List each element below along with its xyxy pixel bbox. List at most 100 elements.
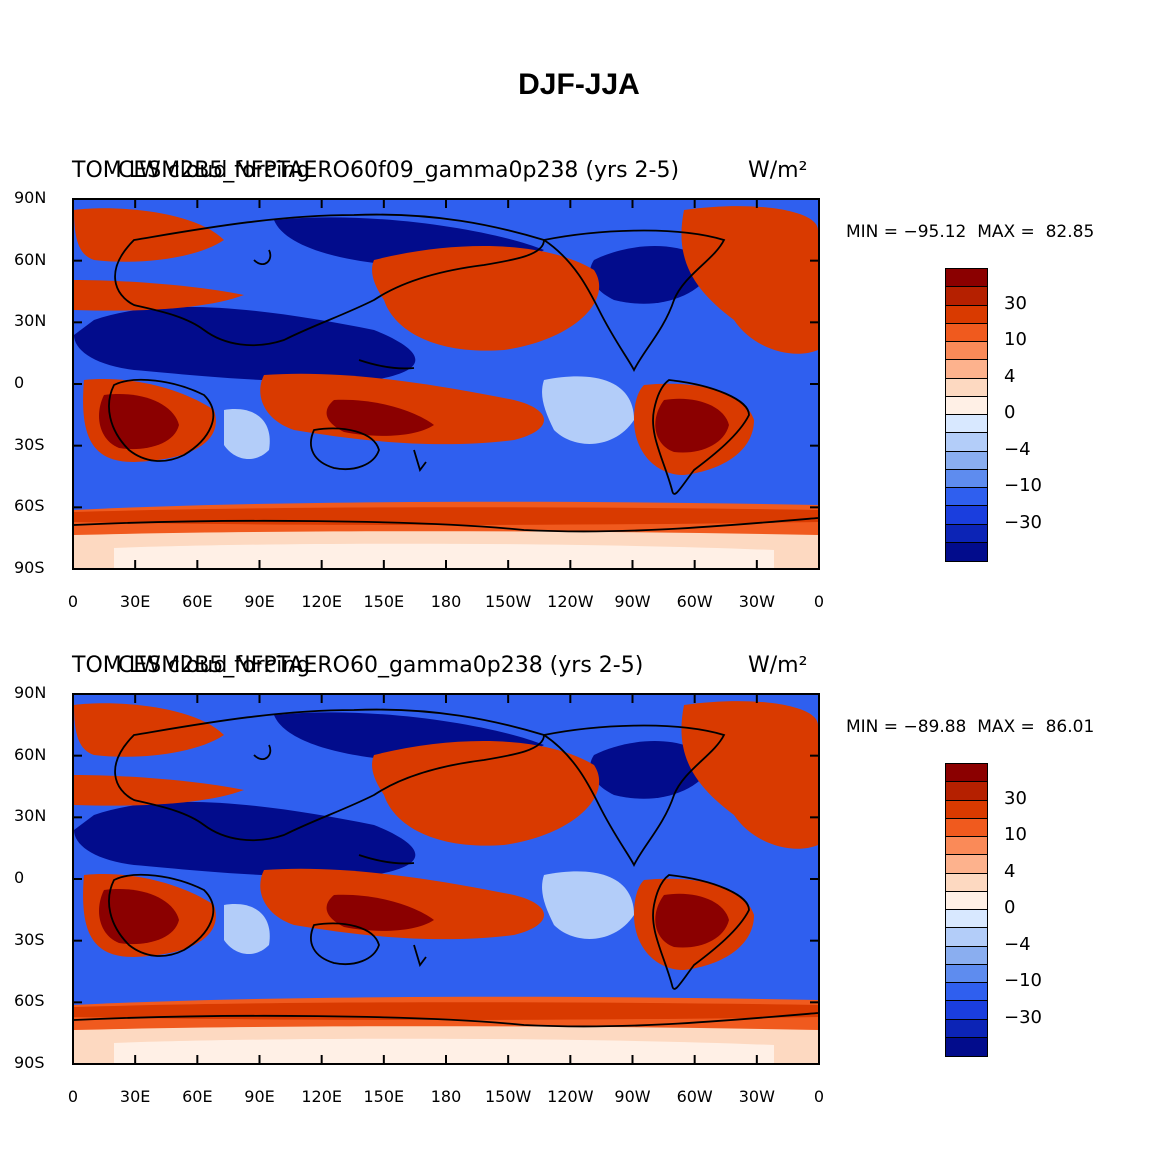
colorbar (945, 268, 988, 562)
figure-title: DJF-JJA (518, 68, 640, 101)
lon-tick-label: 60E (182, 1087, 213, 1106)
lon-tick-label: 150E (363, 1087, 405, 1106)
colorbar-box (946, 1019, 987, 1038)
coastline (114, 213, 545, 347)
field-region (74, 703, 224, 757)
lat-tick-label: 60N (14, 744, 47, 764)
coastline (413, 449, 427, 472)
lon-tick-label: 120E (301, 1087, 342, 1106)
colorbar-label: 4 (1004, 860, 1016, 882)
colorbar-box (946, 488, 987, 507)
colorbar-label: 0 (1004, 897, 1016, 918)
max-value: MAX = 82.85 (977, 222, 1095, 242)
colorbar-box (946, 524, 987, 543)
lon-tick-label: 90W (614, 592, 651, 611)
lat-tick-label: 90S (14, 1053, 45, 1072)
colorbar-label: 10 (1004, 329, 1027, 350)
coastline (253, 744, 272, 760)
field-region (260, 373, 544, 445)
colorbar-box (946, 873, 987, 892)
field-region (681, 206, 818, 354)
colorbar-box (946, 946, 987, 965)
lon-tick-label: 0 (67, 1087, 79, 1106)
axis-ticks (72, 198, 820, 570)
colorbar-box (946, 1037, 987, 1056)
lon-tick-label: 60W (676, 1087, 713, 1106)
colorbar-box (946, 800, 987, 819)
lon-tick-label: 90W (614, 1087, 651, 1106)
lat-tick-label: 0 (14, 868, 25, 887)
panel-top: TOM LW cloud forcing CESM2B5_NFPTAERO60f… (0, 158, 1158, 628)
panel-title-left: TOM LW cloud forcing (72, 158, 311, 183)
colorbar-label: −30 (1004, 1006, 1042, 1028)
field-region (224, 409, 270, 460)
field-region (114, 1038, 774, 1063)
field-region (74, 208, 224, 262)
lon-tick-label: 90E (244, 592, 275, 611)
field-region (224, 904, 270, 955)
colorbar-box (946, 891, 987, 910)
coastline (108, 873, 215, 957)
lon-tick-label: 90E (244, 1087, 275, 1106)
lon-tick-label: 60W (676, 592, 713, 611)
lon-tick-label: 0 (67, 592, 79, 611)
coastline (108, 378, 215, 462)
lat-tick-label: 90S (14, 558, 45, 577)
colorbar-box (946, 469, 987, 488)
colorbar-label: −10 (1004, 970, 1042, 991)
lon-tick-label: 120W (547, 1087, 594, 1106)
min-value: MIN = −95.12 (846, 222, 967, 242)
field-region (655, 398, 729, 453)
coastline (253, 249, 272, 265)
field-region (542, 871, 634, 939)
colorbar-box (946, 323, 987, 342)
lat-tick-label: 60N (14, 249, 47, 269)
coastline (541, 229, 726, 373)
colorbar-label: 10 (1004, 824, 1027, 845)
coastline (358, 359, 415, 370)
lon-tick-label: 150W (484, 1087, 532, 1106)
colorbar (945, 763, 988, 1057)
field-region (590, 741, 714, 799)
colorbar-label: 0 (1004, 402, 1016, 423)
colorbar-box (946, 542, 987, 561)
colorbar-box (946, 378, 987, 397)
lon-tick-label: 30E (119, 592, 151, 611)
lon-tick-label: 30E (119, 1087, 151, 1106)
lon-tick-label: 30W (738, 1087, 775, 1106)
lon-tick-label: 0 (813, 592, 825, 611)
coastline (310, 922, 380, 965)
field-region (114, 543, 774, 568)
coastline (358, 854, 415, 865)
field-region (372, 246, 600, 351)
colorbar-label: −4 (1004, 933, 1031, 955)
coastline (74, 1012, 818, 1028)
colorbar-box (946, 451, 987, 470)
panel-title-units: W/m² (748, 158, 808, 183)
min-value: MIN = −89.88 (846, 717, 967, 737)
min-max-label: MIN = −95.12 MAX = 82.85 (846, 222, 1094, 242)
field-region (590, 246, 714, 304)
lon-tick-label: 150E (363, 592, 405, 611)
panel-title-left: TOM LW cloud forcing (72, 653, 311, 678)
lon-tick-label: 120E (301, 592, 342, 611)
colorbar-box (946, 506, 987, 525)
colorbar-label: −30 (1004, 511, 1042, 533)
colorbar-box (946, 415, 987, 434)
field-region (681, 701, 818, 849)
lat-tick-label: 30N (14, 311, 47, 331)
field-region (372, 741, 600, 846)
colorbar-label: −10 (1004, 475, 1042, 496)
coastline (310, 427, 380, 470)
panel-title-center: CESM2B5_NFPTAERO60f09_gamma0p238 (yrs 2-… (118, 158, 680, 183)
field-region (99, 889, 179, 945)
colorbar-label: 30 (1004, 787, 1027, 809)
lon-tick-label: 180 (430, 592, 462, 611)
field-region (326, 894, 434, 931)
coastline (114, 708, 545, 842)
colorbar-box (946, 342, 987, 361)
field-region (655, 893, 729, 948)
colorbar-label: 4 (1004, 365, 1016, 387)
colorbar-box (946, 782, 987, 801)
lat-tick-label: 30S (14, 929, 45, 949)
